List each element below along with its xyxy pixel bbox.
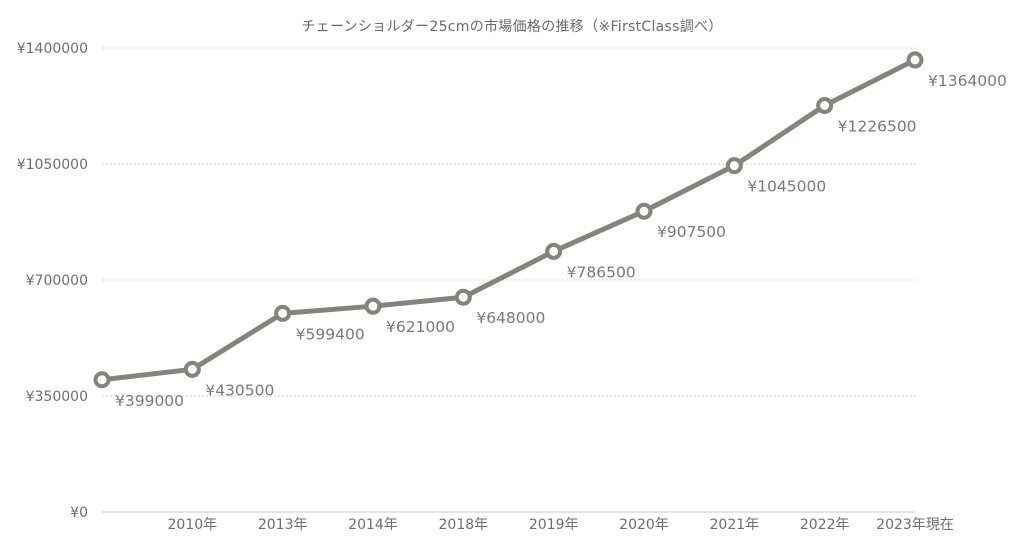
data-point-marker[interactable] <box>454 288 472 306</box>
data-label: ¥621000 <box>386 318 455 336</box>
x-tick-label: 2021年 <box>710 517 760 533</box>
series-line <box>99 57 918 383</box>
data-point-marker[interactable] <box>635 202 653 220</box>
x-tick-label: 2010年 <box>168 517 218 533</box>
data-label: ¥907500 <box>657 223 726 241</box>
data-label: ¥1045000 <box>747 178 826 196</box>
data-label: ¥430500 <box>205 381 274 399</box>
x-tick-label: 2018年 <box>439 517 489 533</box>
data-label: ¥786500 <box>567 263 636 281</box>
data-label: ¥1364000 <box>928 72 1007 90</box>
y-tick-label: ¥1400000 <box>17 41 88 57</box>
y-tick-label: ¥350000 <box>26 389 88 405</box>
x-tick-label: 2013年 <box>258 517 308 533</box>
data-label: ¥648000 <box>476 309 545 327</box>
data-label: ¥399000 <box>115 392 184 410</box>
data-label: ¥1226500 <box>838 118 917 136</box>
data-point-marker[interactable] <box>906 51 924 69</box>
data-point-marker[interactable] <box>93 371 111 389</box>
x-tick-label: 2022年 <box>800 517 850 533</box>
data-point-marker[interactable] <box>364 297 382 315</box>
x-tick-label: 2023年現在 <box>876 517 954 533</box>
data-point-marker[interactable] <box>816 97 834 115</box>
y-tick-label: ¥1050000 <box>17 157 88 173</box>
x-tick-label: 2019年 <box>529 517 579 533</box>
data-label: ¥599400 <box>296 325 365 343</box>
data-point-marker[interactable] <box>274 304 292 322</box>
x-tick-label: 2014年 <box>348 517 398 533</box>
y-tick-label: ¥0 <box>70 505 88 521</box>
data-point-marker[interactable] <box>725 157 743 175</box>
chart-title: チェーンショルダー25cmの市場価格の推移（※FirstClass調べ） <box>301 19 723 35</box>
x-tick-label: 2020年 <box>619 517 669 533</box>
data-point-marker[interactable] <box>183 360 201 378</box>
y-tick-label: ¥700000 <box>26 273 88 289</box>
data-point-marker[interactable] <box>545 242 563 260</box>
